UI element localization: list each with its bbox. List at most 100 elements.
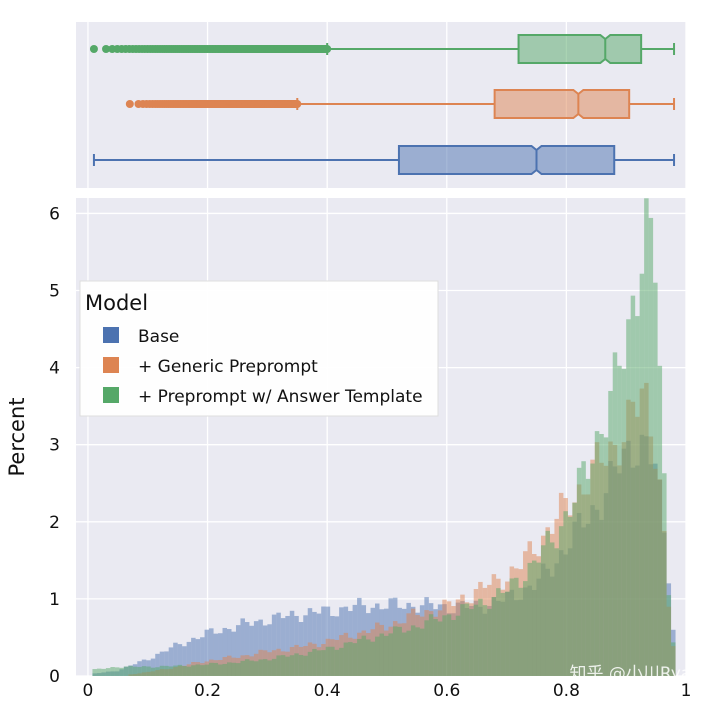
histogram-bar [599, 434, 604, 676]
outlier-point [125, 100, 134, 108]
histogram-bar [312, 648, 317, 676]
histogram-bar [182, 646, 187, 676]
histogram-bar [388, 633, 393, 676]
histogram-bar [191, 665, 196, 676]
legend-swatch-generic [103, 357, 119, 373]
histogram-bar [227, 629, 232, 676]
histogram-bar [289, 655, 295, 676]
histogram-bar [110, 667, 115, 676]
histogram-bar [276, 612, 281, 676]
histogram-bar [150, 667, 156, 676]
histogram-bar [514, 577, 519, 676]
histogram-bar [227, 662, 232, 676]
histogram-bar [536, 562, 541, 676]
histogram-bar [235, 625, 241, 676]
histogram-bar [231, 662, 236, 676]
x-tick-label: 0 [83, 681, 94, 701]
histogram-bar [379, 633, 384, 676]
histogram-bar [334, 649, 340, 676]
histogram-bar [397, 626, 402, 676]
histogram-bar [603, 437, 609, 676]
histogram-bar [150, 658, 156, 676]
histogram-bar [410, 625, 416, 676]
histogram-bar [460, 604, 465, 676]
y-axis-label: Percent [5, 397, 29, 476]
histogram-bar [653, 282, 658, 676]
histogram-bar [505, 591, 510, 676]
histogram-bar [280, 655, 286, 676]
histogram-bar [401, 632, 407, 676]
histogram-bar [159, 665, 165, 676]
histogram-bar [415, 627, 420, 676]
histogram-bar [262, 659, 268, 676]
histogram-bar [204, 629, 210, 676]
histogram-bar [231, 631, 236, 676]
y-tick-label: 1 [49, 590, 60, 610]
histogram-bar [164, 665, 169, 676]
boxplot-2 [89, 34, 676, 64]
histogram-bar [581, 461, 586, 676]
histogram-bar [549, 542, 555, 676]
histogram-bar [307, 651, 313, 676]
histogram-bar [554, 548, 559, 676]
histogram-bar [222, 663, 228, 676]
box [397, 145, 616, 175]
histogram-bar [253, 661, 259, 676]
histogram-bar [567, 516, 573, 676]
histogram-bar [648, 217, 654, 676]
histogram-bar [563, 511, 568, 676]
histogram-bar [244, 659, 250, 676]
histogram-bar [200, 637, 205, 676]
watermark: 知乎 @小川Ryan [569, 664, 702, 684]
histogram-bar [298, 654, 304, 676]
histogram-bar [253, 621, 259, 676]
histogram-bar [177, 644, 183, 676]
histogram-bar [209, 662, 214, 676]
histogram-bar [195, 664, 201, 676]
histogram-bar [572, 502, 577, 676]
y-tick-label: 4 [49, 359, 60, 379]
x-tick-label: 1 [681, 681, 692, 701]
histogram-bar [657, 365, 663, 676]
histogram-bar [545, 530, 550, 676]
histogram-bar [182, 666, 187, 676]
histogram-bar [635, 316, 640, 676]
histogram-bar [419, 628, 425, 676]
legend-swatch-base [103, 327, 119, 343]
legend-label-template: + Preprompt w/ Answer Template [138, 387, 423, 407]
histogram-bar [244, 622, 250, 676]
histogram-bar [617, 365, 622, 676]
histogram-bars [92, 198, 676, 676]
histogram-bar [204, 664, 210, 676]
histogram-bar [146, 666, 151, 676]
histogram-bar [478, 598, 483, 676]
histogram-bar [630, 295, 636, 676]
histogram-bar [303, 655, 308, 676]
histogram-bar [464, 603, 470, 676]
y-tick-label: 6 [49, 204, 60, 224]
histogram-bar [123, 666, 129, 676]
histogram-bar [168, 647, 174, 676]
y-tick-label: 5 [49, 282, 60, 302]
histogram-bar [446, 614, 452, 676]
histogram-bar [155, 653, 160, 676]
histogram-bar [392, 626, 398, 676]
histogram-bar [518, 587, 524, 676]
box [493, 89, 631, 119]
histogram-bar [361, 635, 367, 676]
histogram-bar [105, 668, 111, 676]
histogram-bar [558, 526, 564, 676]
boxplots [89, 34, 676, 175]
histogram-bar [496, 588, 501, 676]
legend-frame [79, 280, 439, 417]
histogram-bar [348, 642, 353, 676]
x-tick-label: 0.8 [553, 681, 580, 701]
histogram-bar [141, 666, 147, 676]
histogram-bar [155, 667, 160, 676]
histogram-bar [235, 663, 241, 676]
histogram-bar [576, 467, 582, 676]
legend: Model Base + Generic Preprompt + Preprom… [79, 280, 439, 417]
histogram-bar [487, 608, 492, 676]
histogram-bar [325, 646, 331, 676]
histogram-bar [352, 643, 358, 676]
